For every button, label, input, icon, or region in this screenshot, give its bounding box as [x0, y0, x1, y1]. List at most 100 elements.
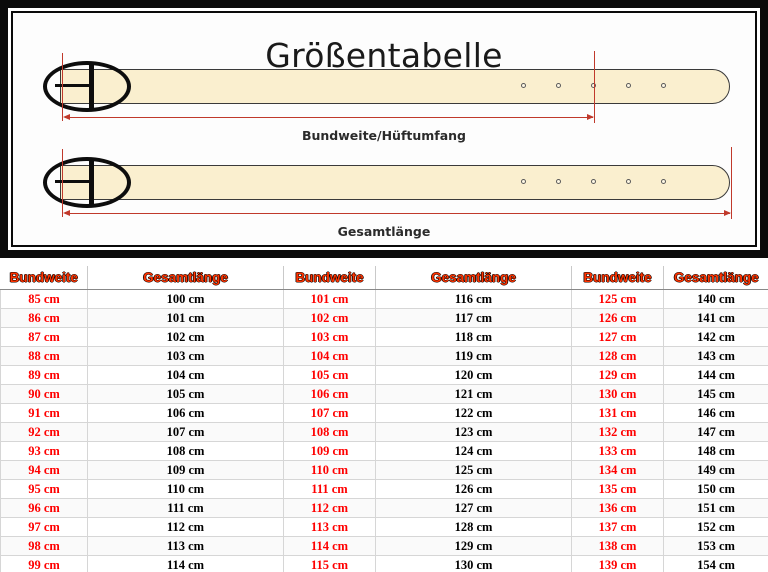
belt-bottom-dim-label: Gesamtlänge — [337, 224, 431, 239]
cell-length: 144 cm — [663, 365, 768, 385]
cell-length: 101 cm — [87, 308, 284, 328]
cell-waist: 92 cm — [0, 422, 88, 442]
cell-waist: 113 cm — [283, 517, 376, 537]
frame-inner-rule: Größentabelle — [11, 11, 757, 247]
belt-bottom-dim-right-tick — [731, 147, 732, 219]
cell-waist: 95 cm — [0, 479, 88, 499]
cell-waist: 97 cm — [0, 517, 88, 537]
belt-bottom-hole — [661, 179, 666, 184]
belt-top-dim-arrow-right — [587, 114, 594, 120]
cell-waist: 93 cm — [0, 441, 88, 461]
column-header-waist-2: Bundweite — [283, 266, 376, 290]
cell-length: 107 cm — [87, 422, 284, 442]
belt-top-hole — [661, 83, 666, 88]
cell-waist: 132 cm — [571, 422, 664, 442]
cell-waist: 104 cm — [283, 346, 376, 366]
cell-length: 108 cm — [87, 441, 284, 461]
cell-length: 112 cm — [87, 517, 284, 537]
cell-waist: 109 cm — [283, 441, 376, 461]
cell-length: 148 cm — [663, 441, 768, 461]
cell-waist: 110 cm — [283, 460, 376, 480]
cell-waist: 105 cm — [283, 365, 376, 385]
cell-waist: 107 cm — [283, 403, 376, 423]
cell-waist: 131 cm — [571, 403, 664, 423]
cell-waist: 108 cm — [283, 422, 376, 442]
cell-waist: 90 cm — [0, 384, 88, 404]
page-title: Größentabelle — [265, 36, 503, 76]
cell-length: 110 cm — [87, 479, 284, 499]
belt-diagram-frame: Größentabelle — [0, 0, 768, 258]
cell-waist: 114 cm — [283, 536, 376, 556]
cell-waist: 136 cm — [571, 498, 664, 518]
table-row: 86 cm 101 cm 102 cm 117 cm 126 cm 141 cm — [0, 308, 768, 328]
cell-waist: 98 cm — [0, 536, 88, 556]
size-table-container: Bundweite Gesamtlänge Bundweite Gesamtlä… — [0, 266, 768, 572]
cell-length: 142 cm — [663, 327, 768, 347]
cell-length: 124 cm — [375, 441, 572, 461]
cell-length: 116 cm — [375, 289, 572, 309]
cell-waist: 112 cm — [283, 498, 376, 518]
cell-waist: 115 cm — [283, 555, 376, 572]
frame-white-gap: Größentabelle — [8, 8, 760, 250]
table-row: 97 cm 112 cm 113 cm 128 cm 137 cm 152 cm — [0, 517, 768, 537]
cell-waist: 91 cm — [0, 403, 88, 423]
table-row: 96 cm 111 cm 112 cm 127 cm 136 cm 151 cm — [0, 498, 768, 518]
belt-bottom-hole — [556, 179, 561, 184]
column-header-length-1: Gesamtlänge — [87, 266, 284, 290]
belt-top-strap — [60, 69, 730, 104]
column-header-length-2: Gesamtlänge — [375, 266, 572, 290]
table-row: 99 cm 114 cm 115 cm 130 cm 139 cm 154 cm — [0, 555, 768, 572]
cell-length: 104 cm — [87, 365, 284, 385]
belt-bottom-hole — [521, 179, 526, 184]
cell-length: 126 cm — [375, 479, 572, 499]
cell-length: 125 cm — [375, 460, 572, 480]
cell-length: 105 cm — [87, 384, 284, 404]
table-row: 88 cm 103 cm 104 cm 119 cm 128 cm 143 cm — [0, 346, 768, 366]
cell-waist: 94 cm — [0, 460, 88, 480]
cell-length: 113 cm — [87, 536, 284, 556]
belt-bottom-hole — [591, 179, 596, 184]
cell-length: 121 cm — [375, 384, 572, 404]
belt-top-dim-right-tick — [594, 51, 595, 123]
cell-length: 114 cm — [87, 555, 284, 572]
column-header-waist-1: Bundweite — [0, 266, 88, 290]
cell-waist: 99 cm — [0, 555, 88, 572]
cell-length: 152 cm — [663, 517, 768, 537]
belt-bottom-hole — [626, 179, 631, 184]
cell-length: 154 cm — [663, 555, 768, 572]
belt-top-buckle-prong — [55, 84, 91, 87]
belt-top-buckle-icon — [43, 61, 131, 112]
table-row: 93 cm 108 cm 109 cm 124 cm 133 cm 148 cm — [0, 441, 768, 461]
table-row: 87 cm 102 cm 103 cm 118 cm 127 cm 142 cm — [0, 327, 768, 347]
belt-bottom-dim-line — [65, 213, 730, 214]
size-table-body: 85 cm 100 cm 101 cm 116 cm 125 cm 140 cm 86 cm… — [0, 289, 768, 572]
column-header-length-3: Gesamtlänge — [663, 266, 768, 290]
cell-length: 119 cm — [375, 346, 572, 366]
cell-length: 127 cm — [375, 498, 572, 518]
cell-length: 140 cm — [663, 289, 768, 309]
table-row: 92 cm 107 cm 108 cm 123 cm 132 cm 147 cm — [0, 422, 768, 442]
cell-length: 141 cm — [663, 308, 768, 328]
table-row: 85 cm 100 cm 101 cm 116 cm 125 cm 140 cm — [0, 289, 768, 309]
cell-length: 106 cm — [87, 403, 284, 423]
belt-bottom-buckle-vertical-bar — [89, 159, 94, 206]
cell-length: 143 cm — [663, 346, 768, 366]
belt-bottom-dim-left-tick — [62, 149, 63, 217]
cell-length: 129 cm — [375, 536, 572, 556]
table-row: 98 cm 113 cm 114 cm 129 cm 138 cm 153 cm — [0, 536, 768, 556]
cell-waist: 87 cm — [0, 327, 88, 347]
belt-top-hole — [626, 83, 631, 88]
table-row: 90 cm 105 cm 106 cm 121 cm 130 cm 145 cm — [0, 384, 768, 404]
cell-waist: 139 cm — [571, 555, 664, 572]
cell-length: 102 cm — [87, 327, 284, 347]
cell-length: 100 cm — [87, 289, 284, 309]
table-row: 94 cm 109 cm 110 cm 125 cm 134 cm 149 cm — [0, 460, 768, 480]
cell-length: 146 cm — [663, 403, 768, 423]
cell-waist: 89 cm — [0, 365, 88, 385]
cell-length: 150 cm — [663, 479, 768, 499]
cell-waist: 111 cm — [283, 479, 376, 499]
belt-top-hole — [556, 83, 561, 88]
belt-bottom-group: Gesamtlänge — [13, 143, 755, 253]
cell-length: 151 cm — [663, 498, 768, 518]
